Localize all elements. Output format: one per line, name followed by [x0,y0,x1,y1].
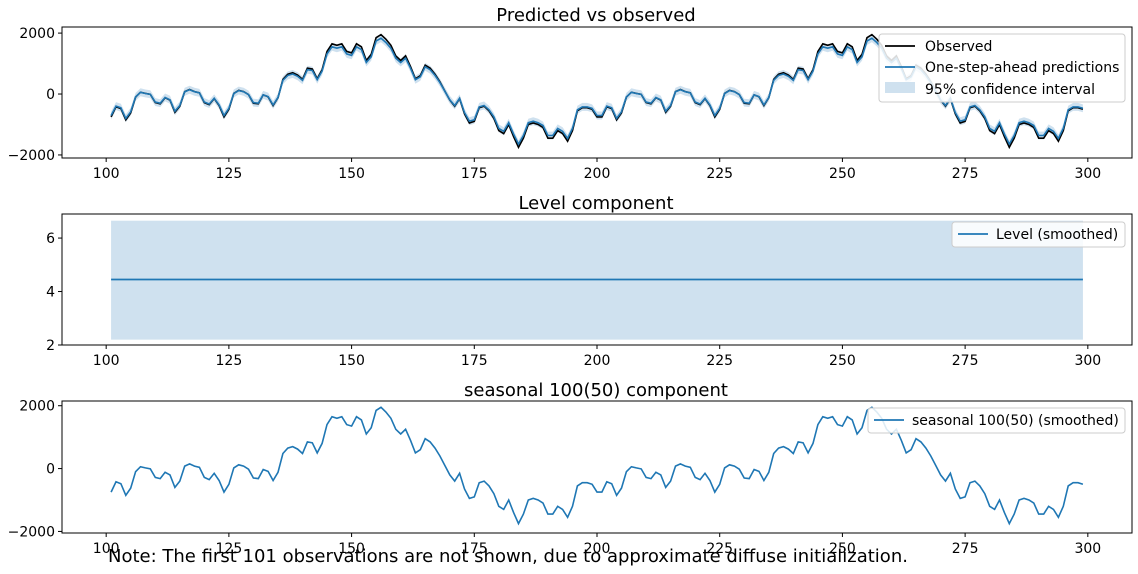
footnote: Note: The first 101 observations are not… [108,546,908,567]
x-tick-label: 200 [584,166,611,182]
x-tick-label: 275 [952,541,979,557]
panel-2-title: Level component [518,193,673,214]
x-tick-label: 225 [706,541,733,557]
x-tick-label: 225 [706,353,733,369]
panel-seasonal-component: seasonal 100(50) component 100 125 150 175 2… [8,380,1133,557]
x-tick-label: 150 [338,166,365,182]
x-tick-label: 250 [829,353,856,369]
x-tick-label: 125 [216,166,243,182]
y-tick-label: 0 [46,462,55,478]
y-tick-label: 0 [46,87,55,103]
legend: Level (smoothed) [951,221,1126,248]
x-tick-label: 300 [1074,353,1101,369]
legend-box [951,221,1126,248]
panel-3-title: seasonal 100(50) component [464,380,728,401]
x-tick-label: 175 [461,541,488,557]
y-tick-label: 2000 [19,26,55,42]
x-tick-label: 250 [829,541,856,557]
legend-box [878,33,1126,103]
panel-1-title: Predicted vs observed [496,5,695,26]
y-tick-label: −2000 [8,524,55,540]
x-tick-label: 175 [461,166,488,182]
x-tick-label: 125 [216,541,243,557]
legend-ci-label: 95% confidence interval [925,82,1095,98]
y-tick-label: 2 [46,338,55,354]
series-lines [110,406,1084,526]
x-tick-label: 175 [461,353,488,369]
legend: seasonal 100(50) (smoothed) [867,407,1126,434]
x-tick-label: 150 [338,353,365,369]
legend-observed-label: Observed [925,39,992,55]
x-tick-label: 125 [216,353,243,369]
x-tick-label: 300 [1074,166,1101,182]
legend-seasonal-label: seasonal 100(50) (smoothed) [912,413,1119,429]
legend-box [867,407,1126,434]
x-tick-label: 275 [952,166,979,182]
y-tick-label: 4 [46,285,55,301]
y-tick-label: 6 [46,231,55,247]
x-tick-label: 100 [93,353,120,369]
y-tick-label: 2000 [19,399,55,415]
x-tick-label: 250 [829,166,856,182]
legend-level-label: Level (smoothed) [996,227,1118,243]
legend-predictions-label: One-step-ahead predictions [925,60,1119,76]
axis-ticks: 100 125 150 175 200 225 250 275 300 −2000 0 2000 [8,26,1102,182]
y-tick-label: −2000 [8,148,55,164]
axis-ticks: 100 125 150 175 200 225 250 275 300 2 4 6 [46,231,1101,369]
x-tick-label: 200 [584,541,611,557]
panel-level-component: Level component 100 125 150 175 200 225 250 275… [46,193,1133,369]
legend-ci-swatch [885,82,915,93]
x-tick-label: 275 [952,353,979,369]
seasonal-line [110,406,1084,526]
axis-ticks: 100 125 150 175 200 225 250 275 300 −2000 0 2000 [8,399,1102,557]
x-tick-label: 200 [584,353,611,369]
x-tick-label: 150 [338,541,365,557]
x-tick-label: 100 [93,541,120,557]
x-tick-label: 300 [1074,541,1101,557]
legend: Observed One-step-ahead predictions 95% … [878,33,1126,103]
x-tick-label: 100 [93,166,120,182]
x-tick-label: 225 [706,166,733,182]
panel-predicted-vs-observed: Predicted vs observed 100 125 150 175 200 225… [8,5,1133,182]
